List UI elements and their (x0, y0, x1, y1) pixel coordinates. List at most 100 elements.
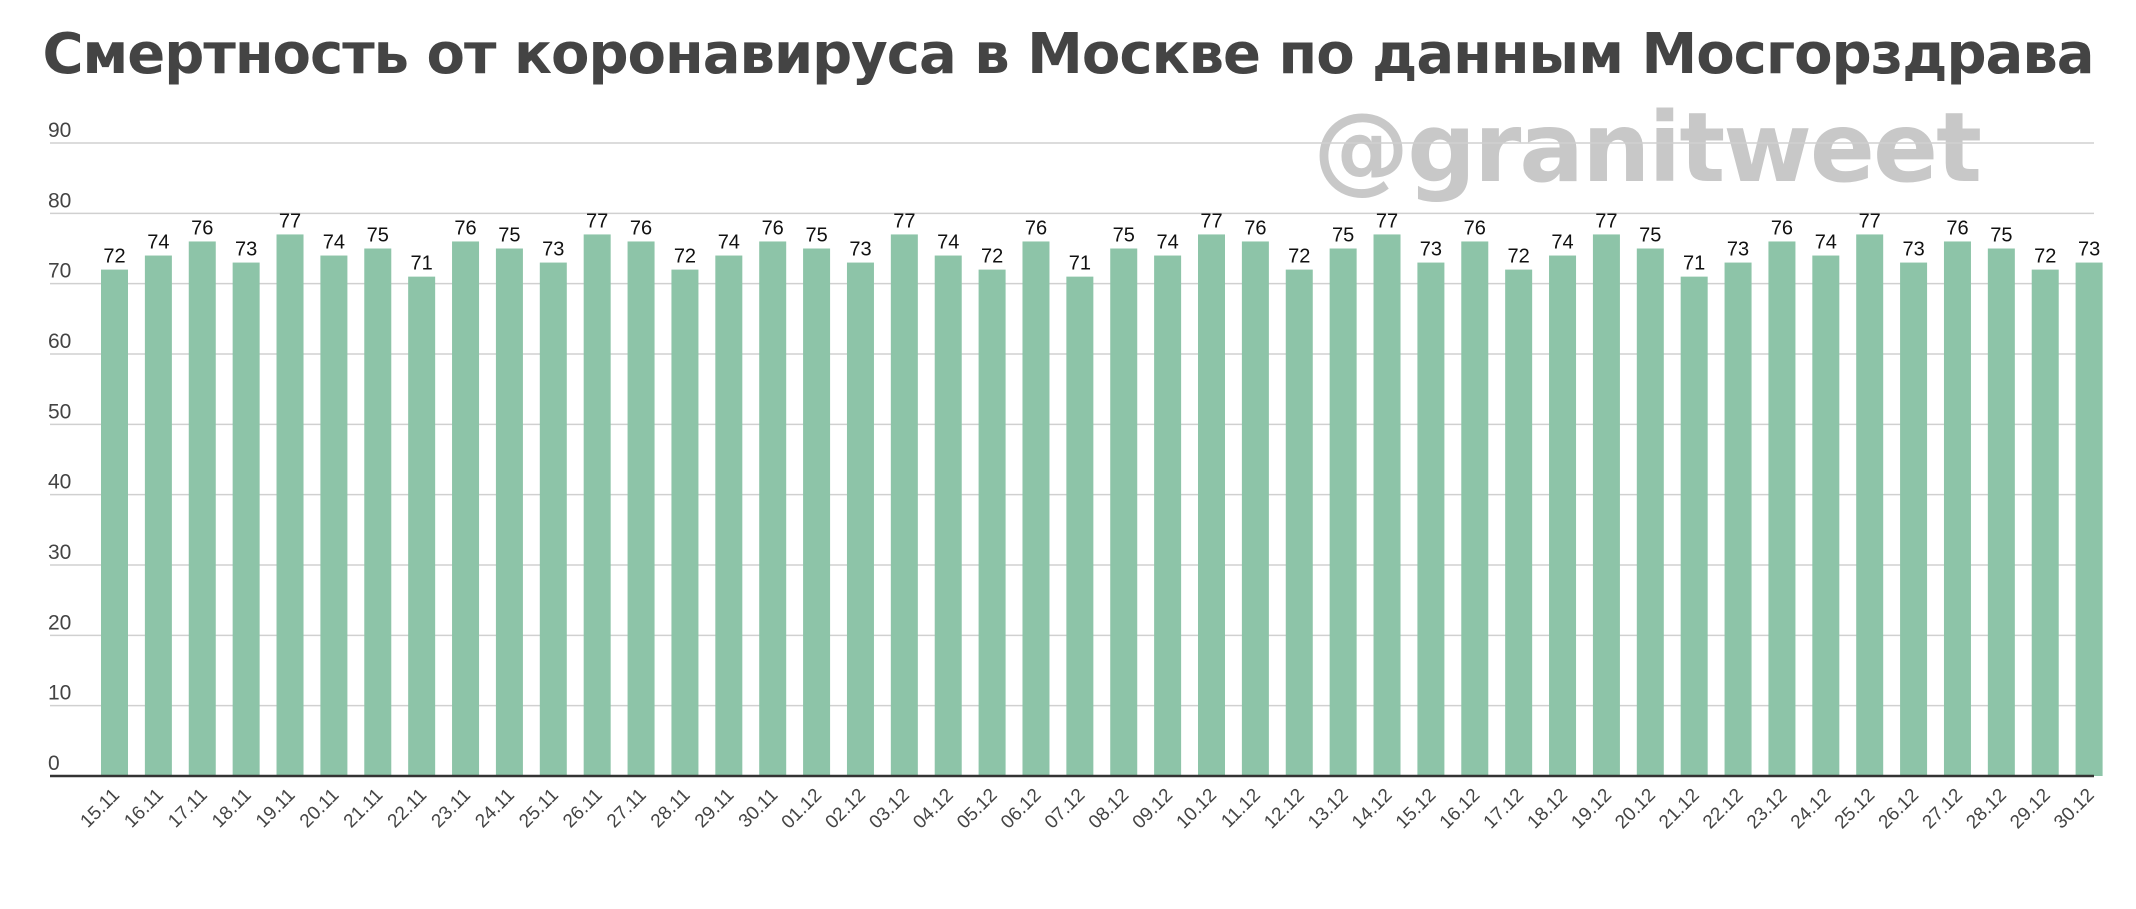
data-label: 73 (849, 239, 871, 261)
x-tick-label: 15.12 (1392, 785, 1440, 833)
bar (188, 241, 216, 776)
data-label: 75 (1113, 225, 1135, 247)
bar (1636, 248, 1664, 776)
bar (1066, 276, 1094, 776)
data-label: 76 (1025, 217, 1047, 239)
bar (934, 255, 962, 777)
data-label: 77 (1595, 210, 1617, 232)
x-tick-label: 20.11 (296, 785, 343, 832)
bar (452, 241, 480, 776)
x-tick-label: 08.12 (1085, 785, 1133, 833)
x-tick-label: 29.11 (691, 785, 738, 832)
data-label: 72 (1508, 246, 1530, 268)
x-tick-label: 26.11 (559, 785, 606, 832)
bar (320, 255, 348, 777)
bar (1198, 234, 1225, 776)
x-tick-label: 26.12 (1875, 785, 1923, 833)
bar (1285, 269, 1313, 776)
bar (408, 276, 436, 776)
bar (1943, 241, 1971, 776)
data-label: 71 (1683, 253, 1705, 275)
x-tick-label: 19.12 (1567, 785, 1615, 833)
data-label: 73 (2078, 239, 2100, 261)
bar (1856, 234, 1884, 776)
chart-title: Смертность от коронавируса в Москве по д… (42, 22, 2094, 87)
x-tick-label: 01.12 (778, 785, 826, 833)
x-tick-label: 06.12 (997, 785, 1045, 833)
x-tick-label: 17.11 (164, 785, 211, 832)
x-tick-label: 29.12 (2006, 785, 2054, 833)
data-label: 76 (762, 217, 784, 239)
data-label: 74 (147, 232, 169, 254)
bar (583, 234, 611, 776)
bar (2075, 262, 2103, 777)
bar (1987, 248, 2015, 776)
bar (890, 234, 918, 776)
bar (1680, 276, 1708, 776)
data-label: 76 (454, 217, 476, 239)
data-label: 74 (323, 232, 345, 254)
x-tick-label: 21.11 (340, 785, 387, 832)
bar (1154, 255, 1182, 777)
y-tick-label: 30 (48, 541, 71, 564)
bar (1592, 234, 1620, 776)
x-tick-label: 25.12 (1831, 785, 1879, 833)
x-tick-label: 24.12 (1787, 785, 1835, 833)
x-tick-label: 11.12 (1217, 785, 1264, 832)
x-tick-label: 23.11 (428, 785, 475, 832)
x-tick-label: 27.11 (603, 785, 650, 832)
y-tick-label: 70 (48, 260, 71, 283)
data-label: 75 (1639, 225, 1661, 247)
x-tick-label: 10.12 (1173, 785, 1221, 833)
data-label: 77 (1376, 210, 1398, 232)
x-tick-label: 22.11 (384, 785, 431, 832)
bar (2031, 269, 2059, 776)
bar (1329, 248, 1357, 776)
x-tick-label: 07.12 (1041, 785, 1089, 833)
bar (846, 262, 874, 777)
data-label: 75 (1332, 225, 1354, 247)
data-label: 76 (630, 217, 652, 239)
y-tick-label: 90 (48, 119, 71, 142)
bar (803, 248, 831, 776)
x-tick-label: 15.11 (77, 785, 124, 832)
data-label: 74 (1551, 232, 1573, 254)
x-tick-label: 16.11 (120, 785, 167, 832)
data-label: 77 (1200, 210, 1222, 232)
data-label: 76 (1771, 217, 1793, 239)
bar (1417, 262, 1445, 777)
bar (671, 269, 699, 776)
x-tick-label: 20.12 (1611, 785, 1659, 833)
bar (101, 269, 128, 776)
data-label: 76 (1464, 217, 1486, 239)
data-label: 74 (937, 232, 959, 254)
bar (1549, 255, 1577, 777)
x-tick-label: 02.12 (822, 785, 870, 833)
x-tick-label: 09.12 (1129, 785, 1177, 833)
x-tick-label: 16.12 (1436, 785, 1484, 833)
bars (101, 234, 2103, 777)
bar (364, 248, 392, 776)
data-label: 73 (542, 239, 564, 261)
data-label: 72 (674, 246, 696, 268)
data-label: 75 (367, 225, 389, 247)
bar (978, 269, 1006, 776)
x-tick-label: 04.12 (909, 785, 957, 833)
x-tick-label: 30.12 (2050, 785, 2098, 833)
x-tick-label: 03.12 (865, 785, 913, 833)
x-tick-label: 05.12 (953, 785, 1001, 833)
x-tick-label: 21.12 (1655, 785, 1703, 833)
x-tick-label: 23.12 (1743, 785, 1791, 833)
x-tick-label: 18.11 (208, 785, 255, 832)
x-tick-label: 19.11 (252, 785, 299, 832)
y-tick-label: 0 (48, 752, 60, 775)
data-label: 77 (586, 210, 608, 232)
data-label: 72 (2034, 246, 2056, 268)
data-label: 75 (498, 225, 520, 247)
data-label: 74 (718, 232, 740, 254)
y-tick-label: 80 (48, 189, 71, 212)
bar (1110, 248, 1138, 776)
x-tick-label: 24.11 (471, 785, 518, 832)
y-tick-label: 20 (48, 611, 71, 634)
data-label: 75 (1990, 225, 2012, 247)
